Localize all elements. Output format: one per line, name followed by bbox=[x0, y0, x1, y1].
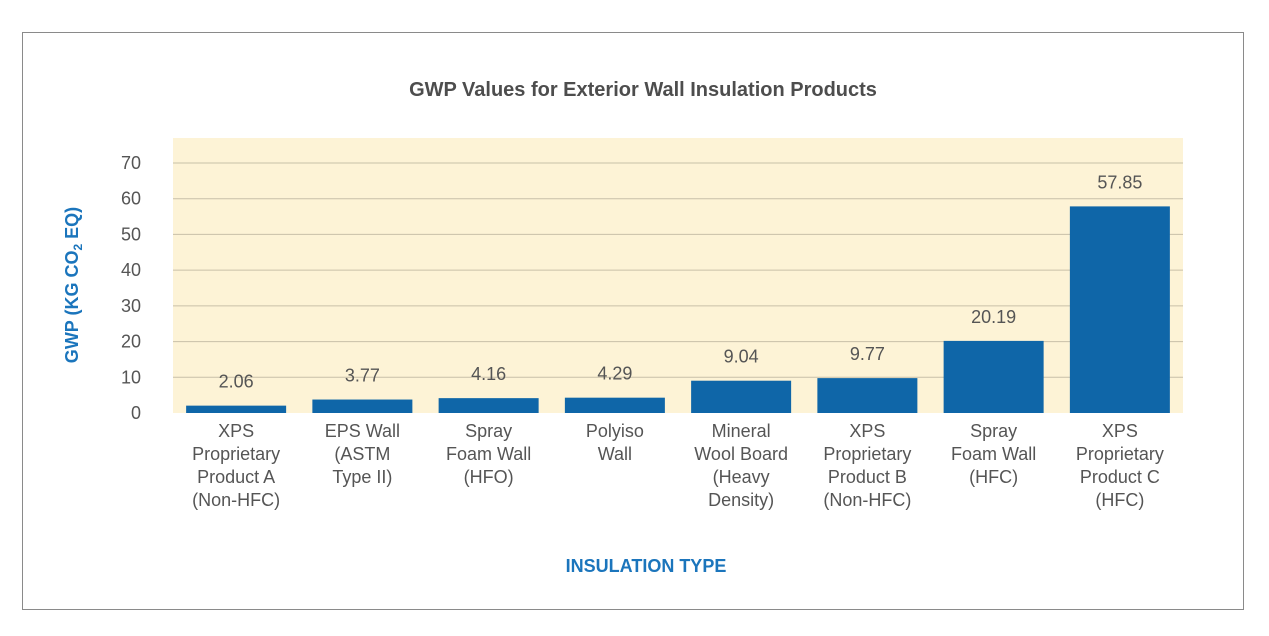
data-label: 9.77 bbox=[850, 344, 885, 364]
y-axis-title: GWP (KG CO2 EQ) bbox=[62, 207, 85, 363]
y-tick-label: 70 bbox=[121, 153, 141, 173]
x-tick-label-line: Proprietary bbox=[1076, 444, 1164, 464]
y-tick-label: 20 bbox=[121, 332, 141, 352]
bars bbox=[186, 206, 1170, 413]
data-label: 4.16 bbox=[471, 364, 506, 384]
x-axis-title: INSULATION TYPE bbox=[566, 556, 727, 576]
x-tick-label-line: Type II) bbox=[332, 467, 392, 487]
x-tick-label-line: Spray bbox=[970, 421, 1017, 441]
x-tick-label: Spray Foam Wall (HFC) bbox=[951, 421, 1036, 487]
y-tick-label: 40 bbox=[121, 260, 141, 280]
data-label: 4.29 bbox=[597, 364, 632, 384]
x-tick-label-line: (HFC) bbox=[1095, 490, 1144, 510]
x-tick-label: Polyiso Wall bbox=[586, 421, 644, 464]
value-labels: 2.06 3.77 4.16 4.29 9.04 9.77 20.19 57.85 bbox=[219, 172, 1143, 391]
x-tick-label: XPS Proprietary Product A (Non-HFC) bbox=[192, 421, 280, 510]
x-tick-label-line: EPS Wall bbox=[325, 421, 400, 441]
x-tick-label-line: Wall bbox=[598, 444, 632, 464]
bar bbox=[312, 399, 413, 413]
y-tick-label: 30 bbox=[121, 296, 141, 316]
x-tick-label-line: Spray bbox=[465, 421, 512, 441]
x-tick-label-line: (Non-HFC) bbox=[192, 490, 280, 510]
bar bbox=[186, 405, 287, 413]
bar bbox=[691, 380, 792, 413]
x-tick-label-line: XPS bbox=[1102, 421, 1138, 441]
bar-chart: 0 10 20 30 40 50 60 70 2.06 3.77 4.16 4.29 9.04 9.77… bbox=[62, 79, 1183, 576]
x-tick-label: XPS Proprietary Product C (HFC) bbox=[1076, 421, 1164, 510]
x-tick-label-line: Proprietary bbox=[823, 444, 911, 464]
data-label: 9.04 bbox=[724, 347, 759, 367]
x-tick-label-line: Product C bbox=[1080, 467, 1160, 487]
data-label: 57.85 bbox=[1097, 172, 1142, 192]
x-tick-label: XPS Proprietary Product B (Non-HFC) bbox=[823, 421, 911, 510]
bar bbox=[943, 340, 1044, 413]
y-tick-label: 10 bbox=[121, 367, 141, 387]
x-tick-label-line: (HFO) bbox=[464, 467, 514, 487]
x-tick-label-line: Foam Wall bbox=[446, 444, 531, 464]
bar bbox=[438, 398, 539, 413]
y-tick-label: 0 bbox=[131, 403, 141, 423]
x-tick-label-line: Product A bbox=[197, 467, 275, 487]
bar bbox=[817, 378, 918, 413]
y-tick-label: 60 bbox=[121, 189, 141, 209]
x-tick-label-line: Proprietary bbox=[192, 444, 280, 464]
x-tick-label: Spray Foam Wall (HFO) bbox=[446, 421, 531, 487]
y-axis-title-part1: GWP (KG CO bbox=[62, 251, 82, 364]
data-label: 20.19 bbox=[971, 307, 1016, 327]
x-tick-label-line: XPS bbox=[218, 421, 254, 441]
chart-title: GWP Values for Exterior Wall Insulation … bbox=[409, 79, 877, 101]
y-axis-ticks: 0 10 20 30 40 50 60 70 bbox=[121, 153, 141, 423]
bar bbox=[1069, 206, 1170, 413]
x-tick-label-line: Foam Wall bbox=[951, 444, 1036, 464]
gridlines bbox=[173, 162, 1183, 378]
data-label: 2.06 bbox=[219, 372, 254, 392]
x-tick-label-line: Wool Board bbox=[694, 444, 788, 464]
y-axis-title-subscript: 2 bbox=[71, 244, 85, 251]
x-tick-label: Mineral Wool Board (Heavy Density) bbox=[694, 421, 788, 510]
x-tick-label-line: Mineral bbox=[712, 421, 771, 441]
chart-frame: 0 10 20 30 40 50 60 70 2.06 3.77 4.16 4.29 9.04 9.77… bbox=[22, 32, 1244, 610]
data-label: 3.77 bbox=[345, 366, 380, 386]
y-axis-title-part3: EQ) bbox=[62, 207, 82, 244]
x-tick-label-line: Density) bbox=[708, 490, 774, 510]
x-tick-label-line: (Heavy bbox=[713, 467, 770, 487]
x-tick-label: EPS Wall (ASTM Type II) bbox=[325, 421, 400, 487]
bar bbox=[564, 397, 665, 413]
x-tick-label-line: (ASTM bbox=[334, 444, 390, 464]
x-tick-label-line: Polyiso bbox=[586, 421, 644, 441]
x-tick-label-line: (HFC) bbox=[969, 467, 1018, 487]
x-tick-label-line: (Non-HFC) bbox=[823, 490, 911, 510]
category-labels: XPS Proprietary Product A (Non-HFC) EPS Wall… bbox=[192, 421, 1164, 510]
y-tick-label: 50 bbox=[121, 224, 141, 244]
x-tick-label-line: Product B bbox=[828, 467, 907, 487]
x-tick-label-line: XPS bbox=[849, 421, 885, 441]
